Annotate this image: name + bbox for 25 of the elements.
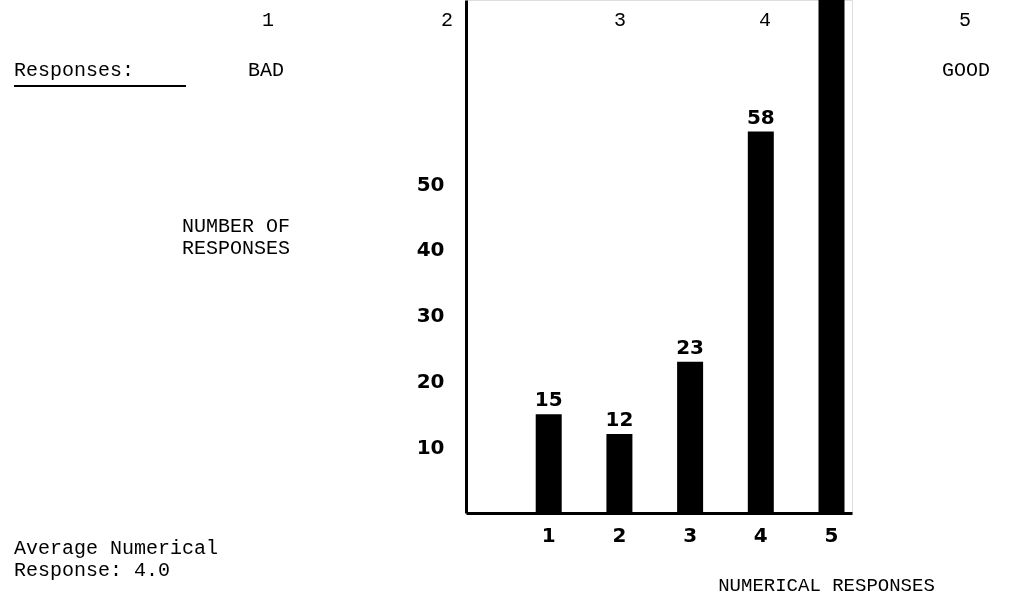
y-tick-label: 20 bbox=[416, 368, 445, 393]
text: BAD bbox=[248, 59, 285, 82]
x-tick-label: 3 bbox=[683, 522, 698, 547]
y-tick-label: 30 bbox=[416, 303, 445, 328]
text: 2 bbox=[440, 9, 454, 32]
data-label: 15 bbox=[534, 387, 563, 412]
annotation: 4 bbox=[758, 9, 772, 32]
x-axis-title: NUMERICAL RESPONSES bbox=[718, 574, 935, 592]
text: NUMBER OF RESPONSES bbox=[182, 215, 291, 260]
text: GOOD bbox=[941, 59, 991, 82]
y-tick-label: 10 bbox=[416, 434, 445, 459]
x-tick-label: 1 bbox=[541, 522, 556, 547]
annotation: 3 bbox=[613, 9, 627, 32]
data-label: 12 bbox=[605, 407, 634, 432]
text: 1 bbox=[261, 9, 275, 32]
x-tick-label: 2 bbox=[612, 522, 627, 547]
data-label: 58 bbox=[746, 104, 775, 129]
y-tick-label: 50 bbox=[416, 171, 445, 196]
text: Responses: bbox=[14, 59, 135, 82]
text: 5 bbox=[958, 9, 972, 32]
x-tick-label: 4 bbox=[753, 522, 768, 547]
text: Average Numerical Response: 4.0 bbox=[14, 537, 219, 582]
data-label: 23 bbox=[676, 334, 705, 359]
y-tick-label: 40 bbox=[416, 237, 445, 262]
x-tick-label: 5 bbox=[824, 522, 839, 547]
